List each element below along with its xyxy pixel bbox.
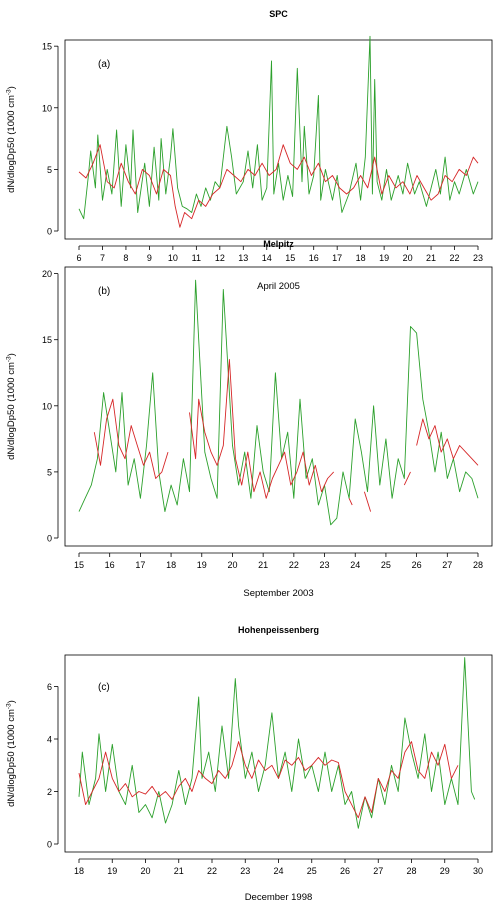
- x-tick-label: 15: [285, 253, 295, 263]
- y-tick-label: 4: [47, 735, 52, 745]
- panel-label: (a): [98, 59, 110, 70]
- x-tick-label: 19: [107, 866, 117, 876]
- y-tick-label: 10: [42, 401, 52, 411]
- x-tick-label: 21: [426, 253, 436, 263]
- y-axis-label: dN/dlogDp50 (1000 cm-3): [6, 353, 18, 460]
- x-tick-label: 21: [174, 866, 184, 876]
- x-axis-label: September 2003: [243, 588, 313, 599]
- x-tick-label: 24: [273, 866, 283, 876]
- x-tick-label: 20: [403, 253, 413, 263]
- x-tick-label: 19: [197, 560, 207, 570]
- series-line-green: [78, 657, 476, 829]
- plot-frame: [64, 39, 493, 240]
- y-tick-label: 10: [42, 103, 52, 113]
- x-tick-label: 26: [340, 866, 350, 876]
- x-tick-label: 17: [332, 253, 342, 263]
- x-tick-label: 23: [320, 560, 330, 570]
- x-tick-label: 23: [240, 866, 250, 876]
- y-axis-label-main: dN/dlogDp50 (1000 cm: [6, 95, 17, 193]
- x-tick-label: 20: [227, 560, 237, 570]
- y-axis-label-main: dN/dlogDp50 (1000 cm: [6, 362, 17, 460]
- series-line-red: [78, 144, 479, 228]
- y-axis-label-superscript: -3: [6, 703, 13, 709]
- y-axis-label-main: dN/dlogDp50 (1000 cm: [6, 709, 17, 807]
- y-tick-label: 5: [47, 165, 52, 175]
- x-tick-label: 15: [74, 560, 84, 570]
- x-tick-label: 17: [135, 560, 145, 570]
- x-tick-label: 20: [140, 866, 150, 876]
- x-tick-label: 18: [166, 560, 176, 570]
- y-tick-label: 6: [47, 682, 52, 692]
- x-tick-label: 25: [307, 866, 317, 876]
- series-line-green: [78, 35, 479, 220]
- x-tick-label: 24: [350, 560, 360, 570]
- x-tick-label: 13: [238, 253, 248, 263]
- x-tick-label: 11: [192, 253, 201, 263]
- x-tick-label: 29: [440, 866, 450, 876]
- y-tick-label: 2: [47, 787, 52, 797]
- x-axis-label: December 1998: [245, 892, 313, 903]
- x-tick-label: 9: [147, 253, 152, 263]
- y-axis-label-superscript: -3: [6, 89, 13, 95]
- chart-panel-3: Hohenpeissenberg(c)18 19 20 21 22 23 24 25 26 27 2…: [6, 625, 493, 903]
- x-tick-label: 22: [450, 253, 460, 263]
- panel-label: (b): [98, 286, 110, 297]
- chart-panel-2: Melpitz (b) 15 16 17 18 19 20 21 22 23 24 25 26 27 28 0 5…: [6, 239, 493, 599]
- y-tick-label: 15: [42, 335, 52, 345]
- y-axis-label-tail: ): [6, 86, 17, 89]
- x-tick-label: 28: [473, 560, 483, 570]
- plot-frame: [64, 654, 493, 853]
- y-axis-label: dN/dlogDp50 (1000 cm-3): [6, 700, 18, 807]
- x-tick-label: 22: [289, 560, 299, 570]
- x-tick-label: 23: [473, 253, 483, 263]
- x-tick-label: 16: [105, 560, 115, 570]
- x-axis-label: April 2005: [257, 281, 300, 292]
- panel-label: (c): [98, 682, 110, 693]
- plot-frame: [64, 266, 493, 547]
- y-axis-label: dN/dlogDp50 (1000 cm-3): [6, 86, 18, 193]
- x-tick-label: 18: [356, 253, 366, 263]
- y-tick-label: 0: [47, 534, 52, 544]
- chart-title: Hohenpeissenberg: [238, 625, 319, 635]
- x-tick-label: 16: [309, 253, 319, 263]
- series-line-red: [78, 741, 459, 819]
- x-tick-label: 26: [412, 560, 422, 570]
- x-tick-label: 6: [76, 253, 81, 263]
- x-tick-label: 12: [215, 253, 225, 263]
- chart-title: SPC: [269, 9, 288, 19]
- x-tick-label: 27: [373, 866, 383, 876]
- x-tick-label: 28: [406, 866, 416, 876]
- x-tick-label: 30: [473, 866, 483, 876]
- y-tick-label: 5: [47, 467, 52, 477]
- chart-panel-1: SPC (a) 6 7 8 9 10 11 12 13 14 15 16 17 18 19 20 21 22 23 0 5…: [6, 9, 493, 292]
- y-tick-label: 15: [42, 42, 52, 52]
- x-tick-label: 22: [207, 866, 217, 876]
- x-tick-label: 10: [168, 253, 178, 263]
- x-tick-label: 25: [381, 560, 391, 570]
- y-axis-label-superscript: -3: [6, 356, 13, 362]
- y-tick-label: 0: [47, 227, 52, 237]
- x-tick-label: 21: [258, 560, 268, 570]
- x-tick-label: 7: [100, 253, 105, 263]
- x-tick-label: 27: [442, 560, 452, 570]
- y-axis-label-tail: ): [6, 353, 17, 356]
- y-tick-label: 0: [47, 840, 52, 850]
- y-axis-label-tail: ): [6, 700, 17, 703]
- chart-title: Melpitz: [263, 239, 294, 249]
- x-tick-label: 8: [123, 253, 128, 263]
- y-tick-label: 20: [42, 269, 52, 279]
- x-tick-label: 18: [74, 866, 84, 876]
- series-line-red: [93, 359, 479, 512]
- series-line-green: [78, 279, 479, 526]
- x-tick-label: 14: [262, 253, 272, 263]
- x-tick-label: 19: [379, 253, 389, 263]
